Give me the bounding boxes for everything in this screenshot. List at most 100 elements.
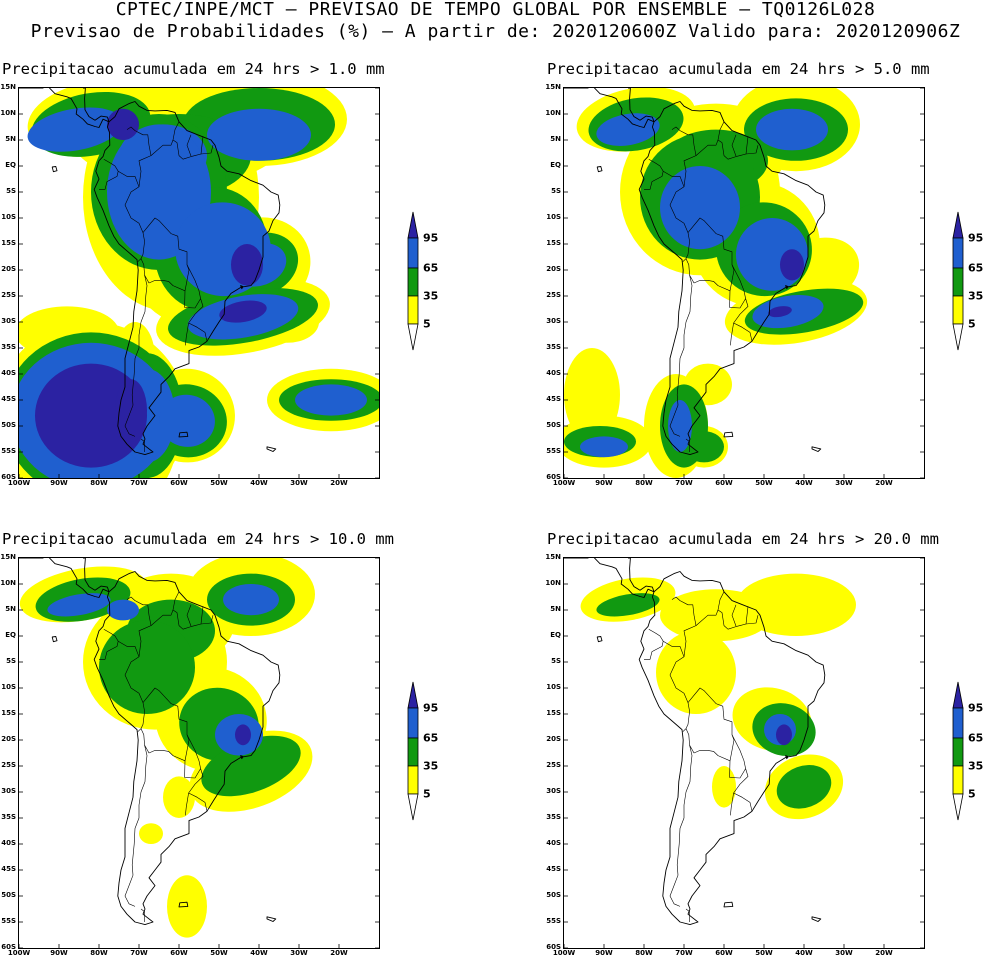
probability-contour-65 (223, 584, 279, 616)
lat-tick-label: EQ (5, 631, 16, 639)
legend-label: 35 (423, 289, 439, 303)
map-canvas (564, 88, 924, 478)
lat-tick-label: 50S (546, 421, 561, 429)
panel-title: Precipitacao acumulada em 24 hrs > 20.0 … (547, 530, 939, 548)
header-title-line-2: Previsao de Probabilidades (%) — A parti… (30, 21, 961, 42)
lon-tick-label: 90W (595, 479, 613, 487)
legend-swatch (407, 681, 419, 709)
country-border (140, 438, 145, 452)
lon-tick-label: 80W (635, 479, 653, 487)
country-border (669, 275, 693, 437)
country-border (124, 745, 148, 907)
coastlines (19, 88, 281, 456)
probability-contour-65 (596, 113, 660, 146)
lon-tick-label: 90W (50, 479, 68, 487)
lat-tick-label: 60S (546, 943, 561, 951)
legend-label: 5 (968, 317, 976, 331)
country-border (731, 604, 737, 627)
lat-tick-label: 10S (1, 683, 16, 691)
lat-tick-label: 15N (0, 553, 16, 561)
lon-tick-label: 20W (330, 479, 348, 487)
legend-colorbar (952, 681, 964, 821)
country-border (644, 158, 664, 190)
legend-swatch (952, 765, 964, 795)
lat-tick-label: 30S (1, 317, 16, 325)
lat-tick-label: 5N (550, 605, 561, 613)
country-border (745, 606, 749, 625)
probability-contour-35 (596, 593, 660, 617)
country-border (118, 640, 140, 657)
island-outline (178, 901, 189, 908)
panel-title: Precipitacao acumulada em 24 hrs > 5.0 m… (547, 60, 930, 78)
probability-contour-65 (756, 108, 828, 151)
country-border (172, 121, 214, 160)
probability-contour-35 (99, 620, 195, 714)
lon-tick-label: 70W (130, 949, 148, 957)
lat-tick-label: EQ (550, 161, 561, 169)
country-border (124, 275, 148, 437)
lat-tick-label: 25S (546, 291, 561, 299)
probability-contour-95 (768, 306, 792, 318)
lat-tick-label: 20S (1, 735, 16, 743)
probability-contour-95 (219, 300, 267, 323)
central-america-coastline (564, 558, 655, 598)
probability-contour-65 (27, 107, 123, 152)
country-border (185, 792, 189, 816)
country-border (99, 628, 119, 660)
lon-tick-label: 80W (90, 949, 108, 957)
legend-swatch (407, 267, 419, 297)
lat-tick-label: 5S (551, 187, 561, 195)
lon-tick-label: 60W (170, 479, 188, 487)
country-border (186, 604, 192, 627)
lon-tick-label: 30W (835, 479, 853, 487)
lat-tick-label: 50S (1, 891, 16, 899)
panel-precip-5mm: Precipitacao acumulada em 24 hrs > 5.0 m… (545, 60, 991, 500)
island-outline (785, 285, 789, 290)
lat-tick-label: 10N (545, 109, 561, 117)
probability-legend: 95 65 35 5 (405, 210, 465, 360)
lat-tick-label: 35S (1, 813, 16, 821)
probability-field (564, 88, 868, 478)
country-border (669, 745, 693, 907)
lat-tick-label: 40S (546, 839, 561, 847)
probability-contour-65 (159, 394, 215, 447)
probability-contour-95 (35, 363, 147, 468)
lat-tick-label: 40S (1, 839, 16, 847)
legend-swatch (407, 707, 419, 739)
island-outline (811, 446, 822, 452)
legend-label: 35 (423, 759, 439, 773)
probability-legend: 95 65 35 5 (950, 680, 991, 830)
probability-legend: 95 65 35 5 (950, 210, 991, 360)
probability-contour-95 (780, 249, 804, 281)
legend-swatch (407, 211, 419, 239)
legend-swatch (952, 267, 964, 297)
legend-label: 95 (423, 231, 439, 245)
legend-swatch (952, 323, 964, 351)
legend-colorbar (407, 681, 419, 821)
country-border (695, 139, 719, 156)
lon-tick-label: 90W (50, 949, 68, 957)
lat-tick-label: 55S (546, 917, 561, 925)
probability-contour-65 (580, 436, 628, 458)
probability-field (580, 573, 856, 820)
country-border (695, 609, 719, 626)
lat-tick-label: 5N (5, 605, 16, 613)
lat-tick-label: 15N (545, 553, 561, 561)
lat-tick-label: 5S (6, 187, 16, 195)
country-border (730, 322, 734, 346)
panel-precip-20mm: Precipitacao acumulada em 24 hrs > 20.0 … (545, 530, 991, 970)
lat-tick-label: 50S (546, 891, 561, 899)
lon-tick-label: 40W (250, 479, 268, 487)
country-border (685, 908, 690, 922)
lat-tick-label: 60S (1, 943, 16, 951)
legend-swatch (952, 681, 964, 709)
probability-contour-5 (712, 766, 736, 808)
country-border (644, 628, 664, 660)
country-border (730, 792, 734, 816)
lat-tick-label: 20S (1, 265, 16, 273)
lat-tick-label: 10S (546, 683, 561, 691)
country-border (663, 640, 685, 657)
lat-tick-label: 5N (5, 135, 16, 143)
lon-tick-label: 70W (130, 479, 148, 487)
country-border (200, 136, 204, 155)
